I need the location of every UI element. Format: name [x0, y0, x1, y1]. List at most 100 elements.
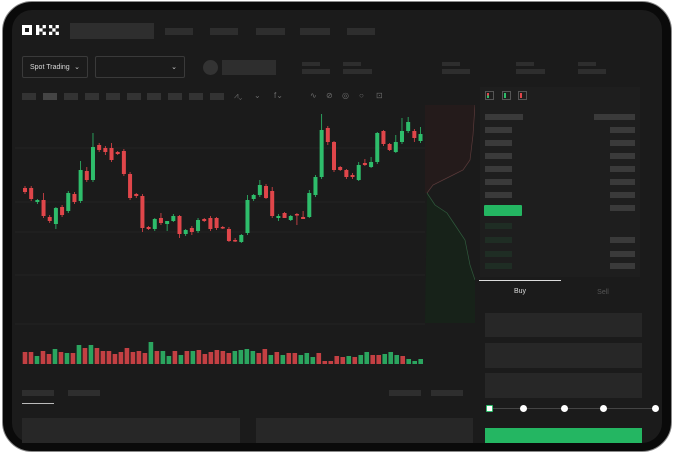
- candle[interactable]: [115, 152, 120, 154]
- candle[interactable]: [288, 216, 293, 220]
- candle[interactable]: [78, 170, 83, 201]
- filter-button[interactable]: [431, 390, 463, 396]
- candle[interactable]: [109, 148, 114, 160]
- candle[interactable]: [387, 144, 392, 150]
- camera-icon[interactable]: ○: [359, 91, 364, 100]
- fullscreen-icon[interactable]: ⊡: [376, 91, 383, 100]
- interval-button[interactable]: [147, 93, 161, 100]
- tab-buy[interactable]: Buy: [513, 288, 527, 295]
- candle[interactable]: [338, 167, 343, 170]
- nav-item[interactable]: [300, 28, 330, 35]
- tab-history[interactable]: [68, 390, 100, 396]
- ask-price[interactable]: [485, 140, 512, 146]
- candle[interactable]: [399, 131, 404, 142]
- interval-button[interactable]: [210, 93, 224, 100]
- candle[interactable]: [214, 218, 219, 228]
- candle[interactable]: [66, 193, 71, 211]
- pen-icon[interactable]: ⊘: [326, 91, 333, 100]
- interval-button[interactable]: [168, 93, 182, 100]
- pair-select[interactable]: ⌄: [95, 56, 185, 78]
- candle[interactable]: [146, 227, 151, 229]
- candle[interactable]: [177, 216, 182, 234]
- interval-button[interactable]: [85, 93, 99, 100]
- bid-price[interactable]: [485, 251, 512, 257]
- chart-type-icon[interactable]: ⌄: [254, 91, 261, 100]
- candle[interactable]: [313, 177, 318, 195]
- buy-button[interactable]: [485, 428, 642, 443]
- candle[interactable]: [41, 200, 46, 216]
- candlestick-chart[interactable]: [15, 105, 425, 375]
- candle[interactable]: [362, 163, 367, 165]
- candle[interactable]: [35, 200, 40, 202]
- slider-stop-75[interactable]: [600, 405, 607, 412]
- candle[interactable]: [369, 162, 374, 167]
- candle[interactable]: [350, 175, 355, 177]
- indicator-icon[interactable]: ⩘⌄: [234, 91, 243, 100]
- candle[interactable]: [344, 170, 349, 177]
- candle[interactable]: [276, 216, 281, 218]
- slider-stop-50[interactable]: [561, 405, 568, 412]
- slider-stop-25[interactable]: [520, 405, 527, 412]
- candle[interactable]: [23, 188, 27, 192]
- nav-item[interactable]: [347, 28, 375, 35]
- price-input[interactable]: [485, 313, 642, 337]
- interval-button[interactable]: [22, 93, 36, 100]
- candle[interactable]: [226, 229, 231, 241]
- book-both-icon[interactable]: [485, 91, 494, 100]
- candle[interactable]: [171, 216, 176, 221]
- interval-button[interactable]: [127, 93, 141, 100]
- filter-button[interactable]: [389, 390, 421, 396]
- candle[interactable]: [307, 193, 312, 217]
- line-tool-icon[interactable]: ∿: [310, 91, 317, 100]
- ask-price[interactable]: [485, 166, 512, 172]
- candle[interactable]: [128, 174, 133, 198]
- candle[interactable]: [183, 230, 188, 234]
- candle[interactable]: [418, 134, 423, 141]
- candle[interactable]: [251, 195, 256, 199]
- candle[interactable]: [121, 151, 126, 174]
- interval-button[interactable]: [64, 93, 78, 100]
- candle[interactable]: [257, 185, 262, 195]
- nav-item[interactable]: [210, 28, 238, 35]
- candle[interactable]: [412, 131, 417, 138]
- candle[interactable]: [189, 228, 194, 232]
- nav-item[interactable]: [165, 28, 193, 35]
- candle[interactable]: [60, 207, 65, 215]
- candle[interactable]: [294, 214, 299, 216]
- slider-handle[interactable]: [486, 405, 493, 412]
- amount-input[interactable]: [485, 343, 642, 368]
- candle[interactable]: [29, 188, 34, 199]
- candle[interactable]: [239, 235, 244, 242]
- candle[interactable]: [208, 218, 213, 229]
- candle[interactable]: [134, 194, 139, 196]
- settings-icon[interactable]: ◎: [342, 91, 349, 100]
- candle[interactable]: [152, 219, 157, 229]
- candle[interactable]: [84, 171, 89, 180]
- nav-item[interactable]: [256, 28, 285, 35]
- ask-price[interactable]: [485, 179, 512, 185]
- book-asks-icon[interactable]: [518, 91, 527, 100]
- candle[interactable]: [165, 221, 170, 224]
- fx-icon[interactable]: f⌄: [274, 91, 283, 100]
- interval-button[interactable]: [43, 93, 57, 100]
- candle[interactable]: [47, 217, 52, 221]
- candle[interactable]: [356, 165, 361, 180]
- interval-button[interactable]: [189, 93, 203, 100]
- ask-price[interactable]: [485, 153, 512, 159]
- book-bids-icon[interactable]: [502, 91, 511, 100]
- candle[interactable]: [158, 218, 163, 223]
- candle[interactable]: [381, 131, 386, 144]
- bid-price[interactable]: [485, 237, 512, 243]
- candle[interactable]: [202, 219, 207, 221]
- candle[interactable]: [319, 130, 324, 177]
- candle[interactable]: [332, 142, 336, 170]
- interval-button[interactable]: [106, 93, 120, 100]
- percent-slider[interactable]: [490, 408, 656, 409]
- candle[interactable]: [90, 147, 95, 180]
- tab-sell[interactable]: Sell: [597, 289, 609, 296]
- ask-price[interactable]: [485, 127, 512, 133]
- bid-price[interactable]: [485, 223, 512, 229]
- bid-price[interactable]: [485, 263, 512, 269]
- candle[interactable]: [140, 196, 145, 228]
- candle[interactable]: [270, 191, 275, 216]
